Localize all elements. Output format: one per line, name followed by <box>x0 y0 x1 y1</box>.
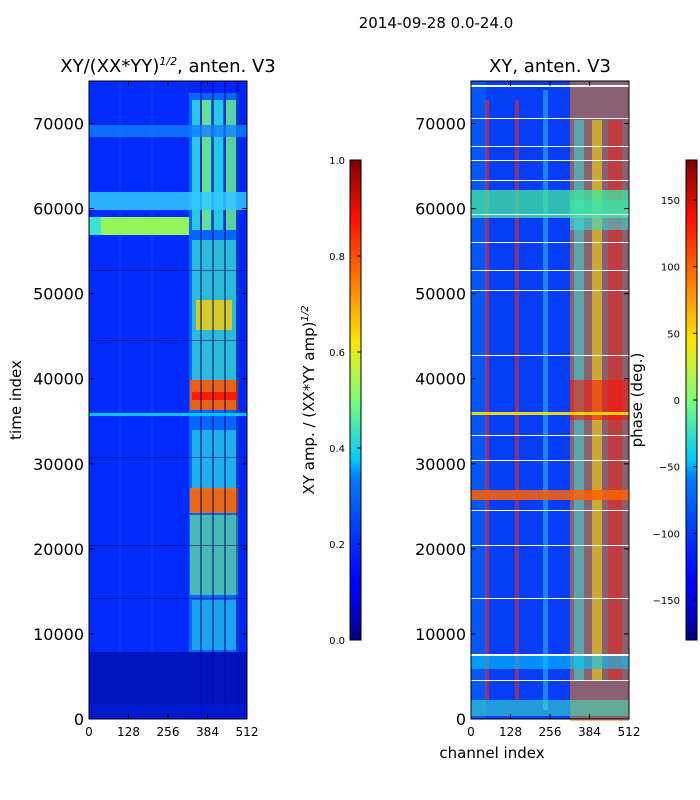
y-tick-label: 30000 <box>415 455 466 474</box>
amplitude-panel: XY/(XX*YY)1/2, anten. V3 <box>7 55 276 739</box>
colorbar-tick-label: 0.6 <box>329 348 345 359</box>
phase-colorbar: −150 −100 −50 0 50 100 150 phase (deg.) <box>628 159 698 641</box>
y-tick-label: 30000 <box>33 455 84 474</box>
phase-heatmap <box>471 81 629 721</box>
y-tick-label: 70000 <box>415 115 466 134</box>
panel1-title: XY/(XX*YY)1/2, anten. V3 <box>60 55 275 77</box>
y-tick-label: 70000 <box>33 115 84 134</box>
y-tick-label: 40000 <box>33 370 84 389</box>
y-tick-label: 20000 <box>415 540 466 559</box>
colorbar-tick-label: 0.8 <box>329 252 345 263</box>
y-tick-label: 10000 <box>33 625 84 644</box>
amplitude-axis-ticks: 0 128 256 384 512 0 10000 20000 30000 40000 50000 6… <box>33 81 258 739</box>
x-tick-label: 0 <box>85 725 93 739</box>
x-tick-label: 512 <box>618 725 641 739</box>
colorbar-tick-label: 0.2 <box>329 540 345 551</box>
amplitude-heatmap <box>89 81 247 719</box>
x-tick-label: 256 <box>539 725 562 739</box>
y-tick-label: 60000 <box>33 200 84 219</box>
y-tick-label: 10000 <box>415 625 466 644</box>
x-tick-label: 256 <box>157 725 180 739</box>
phase-panel: XY, anten. V3 <box>415 56 640 762</box>
colorbar-tick-label: −150 <box>653 596 680 607</box>
y-tick-label: 50000 <box>33 285 84 304</box>
colorbar-tick-label: 50 <box>667 329 680 340</box>
y-tick-label: 50000 <box>415 285 466 304</box>
x-tick-label: 384 <box>196 725 219 739</box>
x-tick-label: 384 <box>578 725 601 739</box>
amplitude-colorbar: 0.0 0.2 0.4 0.6 0.8 1.0 XY amp. / (XX*YY amp)… <box>300 156 362 647</box>
phase-axis-ticks: 0 128 256 384 512 0 10000 20000 30000 40000 50000 6… <box>415 81 640 739</box>
phase-colorbar-label: phase (deg.) <box>628 353 646 448</box>
colorbar-tick-label: −50 <box>659 463 680 474</box>
y-tick-label: 60000 <box>415 200 466 219</box>
x-axis-label: channel index <box>439 744 544 762</box>
suptitle: 2014-09-28 0.0-24.0 <box>359 14 514 32</box>
x-tick-label: 128 <box>499 725 522 739</box>
panel2-title: XY, anten. V3 <box>489 56 611 77</box>
y-tick-label: 40000 <box>415 370 466 389</box>
colorbar-tick-label: 0.0 <box>329 636 345 647</box>
y-tick-label: 0 <box>74 710 84 729</box>
y-tick-label: 0 <box>456 710 466 729</box>
x-tick-label: 0 <box>467 725 475 739</box>
colorbar-tick-label: 0.4 <box>329 444 345 455</box>
colorbar-tick-label: 100 <box>661 263 680 274</box>
colorbar-tick-label: 0 <box>674 396 680 407</box>
y-tick-label: 20000 <box>33 540 84 559</box>
amplitude-colorbar-label: XY amp. / (XX*YY amp)1/2 <box>300 305 318 494</box>
colorbar-tick-label: 150 <box>661 196 680 207</box>
colorbar-tick-label: 1.0 <box>329 156 345 167</box>
x-tick-label: 128 <box>117 725 140 739</box>
colorbar-tick-label: −100 <box>653 529 680 540</box>
y-axis-label: time index <box>7 360 25 440</box>
x-tick-label: 512 <box>236 725 259 739</box>
